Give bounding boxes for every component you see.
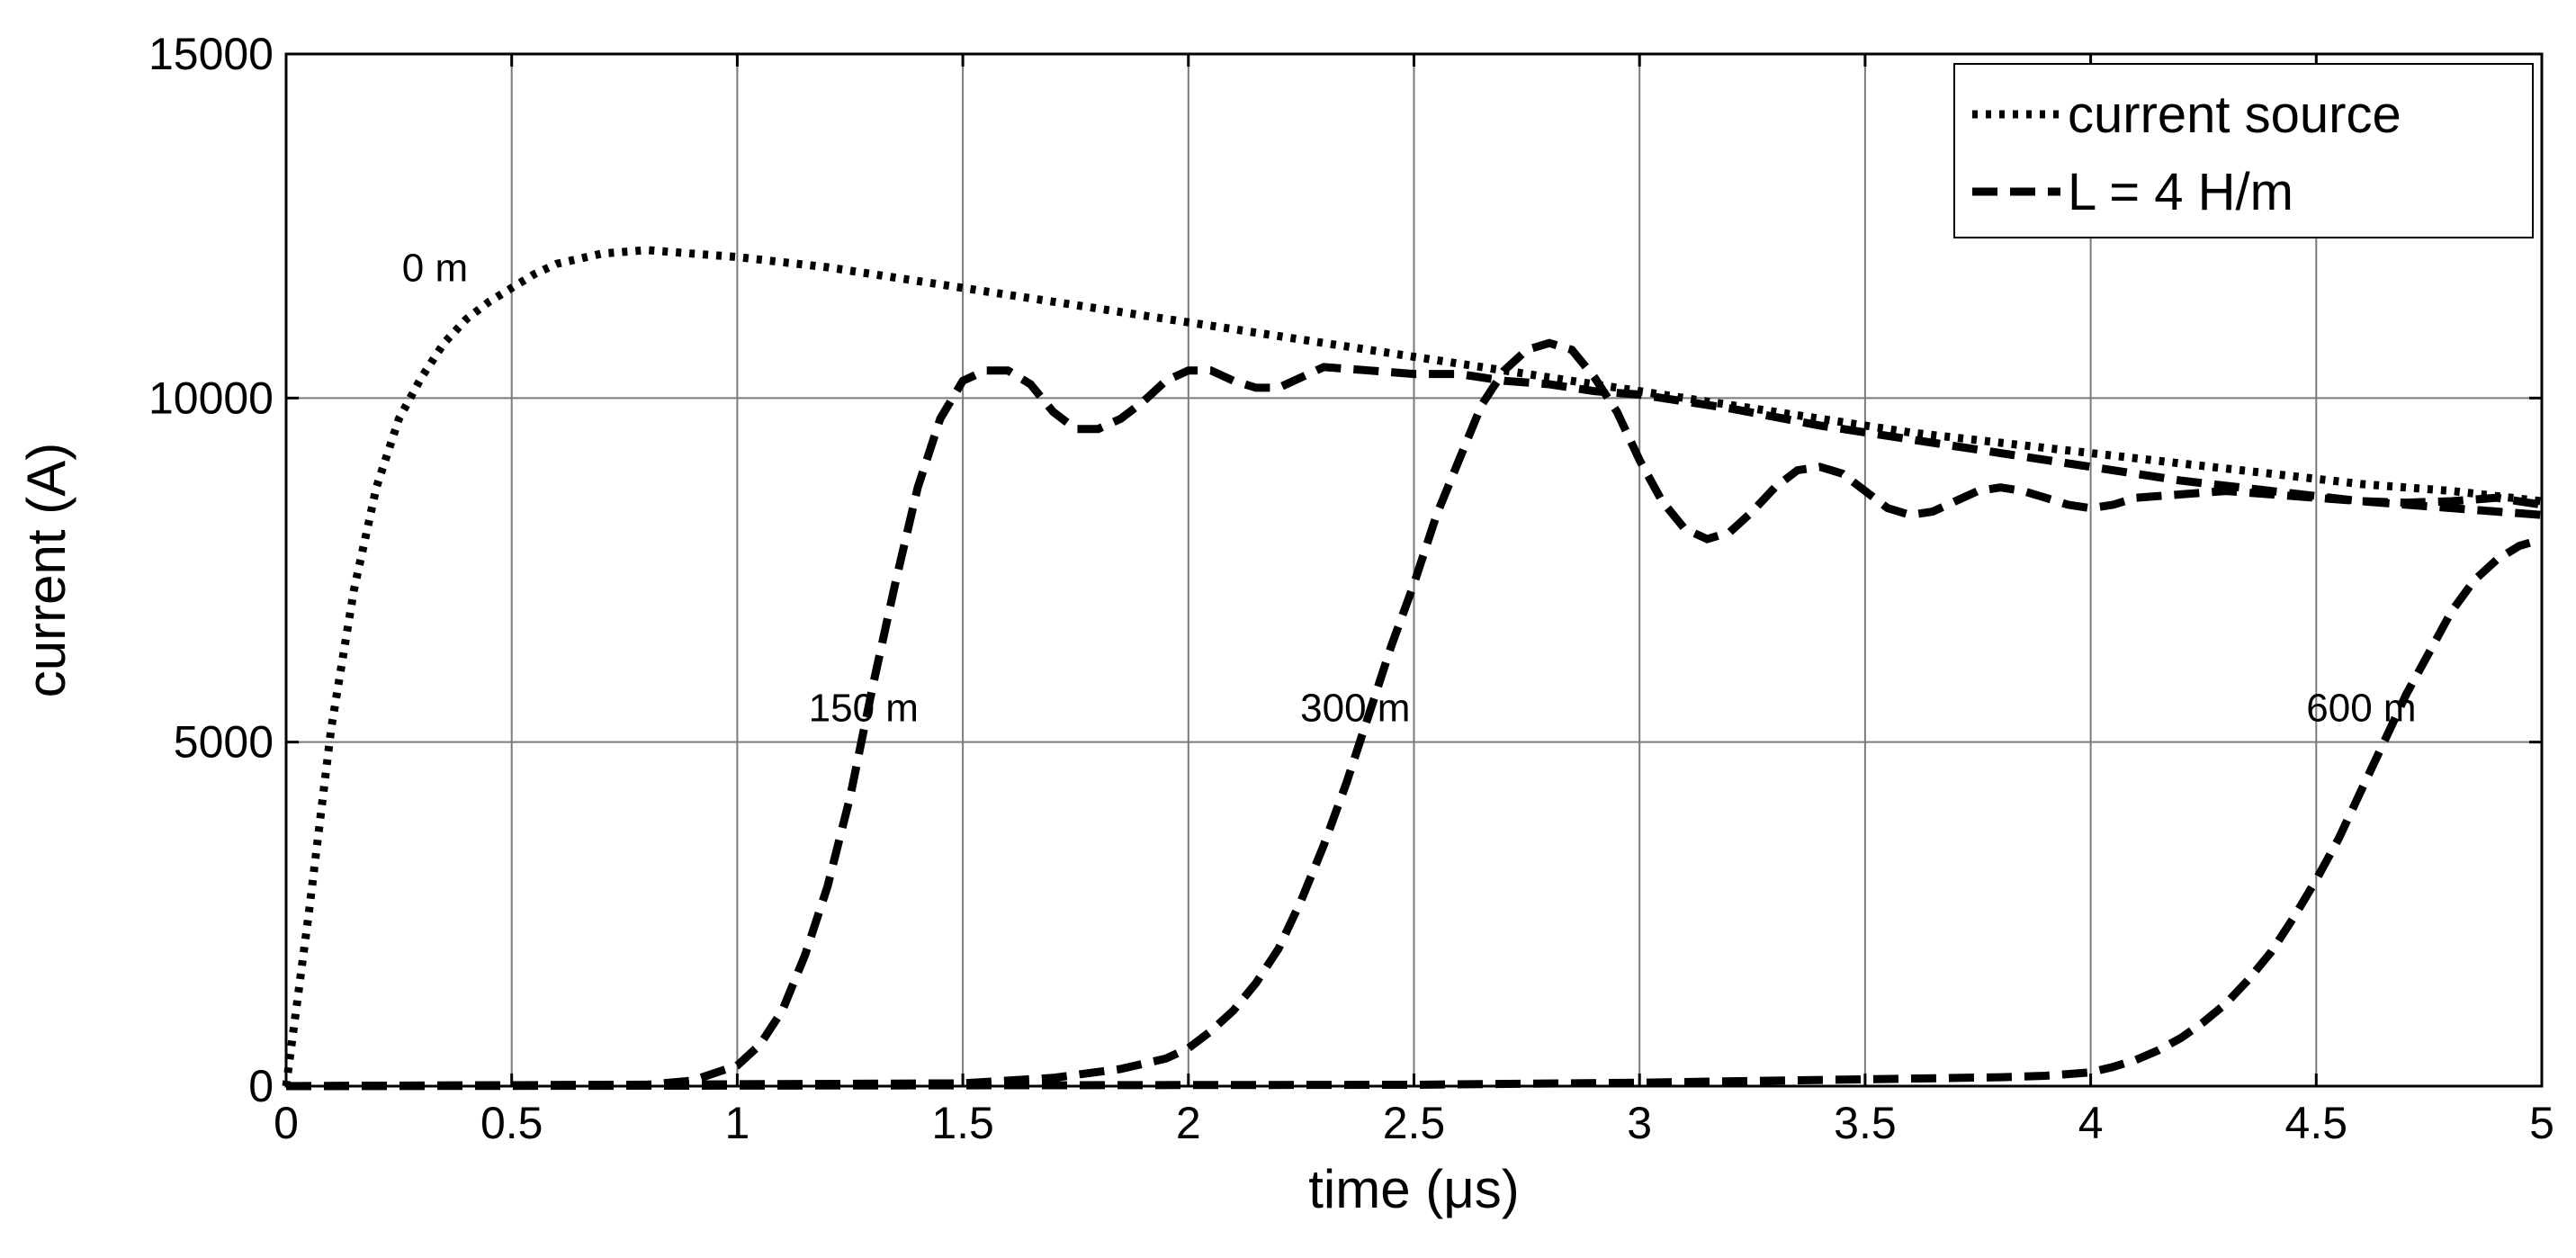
y-axis-label: current (A) bbox=[16, 443, 76, 697]
x-tick-label: 1 bbox=[724, 1098, 749, 1148]
x-tick-label: 2.5 bbox=[1383, 1098, 1446, 1148]
series-line-current-source bbox=[282, 246, 2543, 1087]
x-tick-label: 5 bbox=[2529, 1098, 2554, 1148]
x-tick-label: 3.5 bbox=[1834, 1098, 1897, 1148]
legend-box bbox=[1953, 63, 2534, 238]
series-line-300-m bbox=[285, 338, 2543, 1091]
y-tick-label: 10000 bbox=[148, 373, 274, 423]
x-axis-label: time (μs) bbox=[1308, 1159, 1520, 1219]
y-tick-label: 5000 bbox=[174, 717, 274, 768]
annotations: 0 m 150 m 300 m 600 m bbox=[402, 246, 2417, 730]
annotation-600-m: 600 m bbox=[2306, 687, 2416, 731]
x-tick-label: 3 bbox=[1627, 1098, 1652, 1148]
legend-label-current-source: current source bbox=[2068, 85, 2401, 144]
legend-label-dashed: L = 4 H/m bbox=[2068, 163, 2293, 221]
x-tick-label: 1.5 bbox=[931, 1098, 994, 1148]
y-tick-label: 0 bbox=[248, 1061, 274, 1111]
x-axis: 0 0.5 1 1.5 2 2.5 3 3.5 4 4.5 5 bbox=[274, 54, 2554, 1148]
x-tick-label: 4 bbox=[2078, 1098, 2104, 1148]
series-line-600-m bbox=[285, 535, 2544, 1091]
series-line-150-m bbox=[285, 363, 2543, 1091]
legend: current source L = 4 H/m bbox=[1953, 63, 2534, 238]
annotation-150-m: 150 m bbox=[809, 687, 919, 731]
x-tick-label: 0 bbox=[274, 1098, 299, 1148]
x-tick-label: 0.5 bbox=[480, 1098, 543, 1148]
y-tick-label: 15000 bbox=[148, 29, 274, 79]
series-group bbox=[282, 246, 2544, 1091]
y-axis: 0 5000 10000 15000 bbox=[148, 29, 2542, 1111]
annotation-0-m: 0 m bbox=[402, 246, 468, 290]
x-tick-label: 2 bbox=[1176, 1098, 1201, 1148]
annotation-300-m: 300 m bbox=[1300, 687, 1410, 731]
x-tick-label: 4.5 bbox=[2285, 1098, 2348, 1148]
